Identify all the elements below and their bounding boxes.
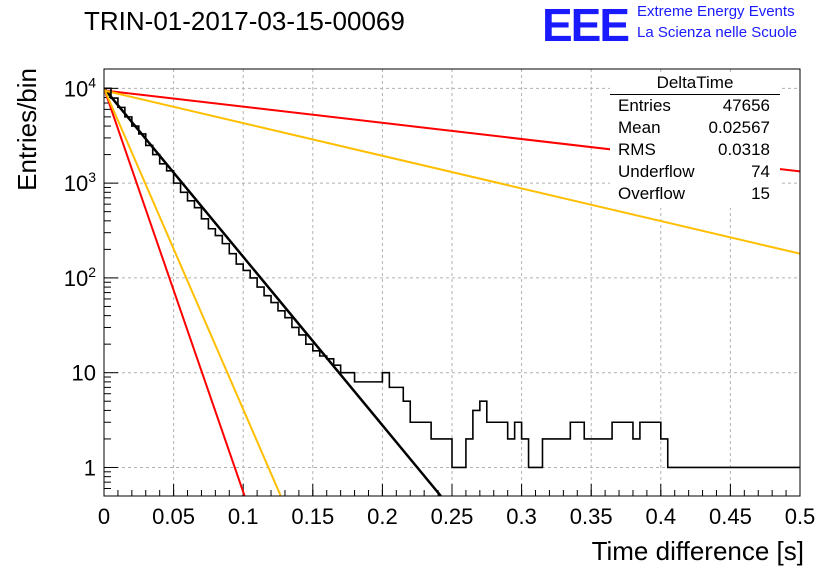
x-tick-label: 0 — [98, 504, 110, 529]
eee-logo: EEE — [542, 0, 630, 51]
stats-value: 0.0318 — [718, 140, 770, 159]
logo-line-2: La Scienza nelle Scuole — [637, 24, 798, 41]
stats-row: Mean 0.02567 — [610, 117, 780, 139]
x-tick-label: 0.4 — [646, 504, 677, 529]
x-tick-labels: 0 0.05 0.1 0.15 0.2 0.25 0.3 0.35 0.4 0.45 0.5 — [98, 504, 815, 529]
plot-frame — [103, 68, 801, 497]
x-axis-label: Time difference [s] — [592, 536, 804, 566]
stats-value: 47656 — [722, 96, 770, 115]
y-tick-label: 10 — [72, 361, 96, 386]
stats-row: RMS 0.0318 — [610, 139, 780, 161]
stats-title: DeltaTime — [610, 72, 780, 95]
stats-box: DeltaTime Entries 47656 Mean 0.02567 RMS 0.… — [610, 72, 780, 208]
x-tick-label: 0.5 — [785, 504, 816, 529]
fit-line — [104, 87, 442, 496]
x-tick-label: 0.35 — [570, 504, 613, 529]
fit-line — [104, 88, 246, 496]
chart-title: TRIN-01-2017-03-15-00069 — [84, 6, 405, 36]
y-tick-label: 103 — [64, 169, 96, 196]
stats-value: 0.02567 — [708, 118, 770, 137]
y-tick-labels: 1 10 102 103 104 — [64, 74, 96, 480]
y-tick-label: 1 — [84, 455, 96, 480]
fit-line — [104, 89, 800, 255]
x-tick-label: 0.05 — [152, 504, 195, 529]
stats-row: Entries 47656 — [610, 95, 780, 117]
histogram-steps — [104, 87, 800, 469]
stats-label: Overflow — [618, 184, 686, 203]
stats-label: Mean — [618, 118, 661, 137]
stats-label: Underflow — [618, 162, 695, 181]
x-tick-label: 0.25 — [431, 504, 474, 529]
y-axis-label: Entries/bin — [12, 68, 42, 191]
fit-line — [104, 87, 282, 496]
plot-area — [104, 87, 800, 496]
logo-line-1: Extreme Energy Events — [637, 3, 795, 20]
stats-row: Overflow 15 — [610, 183, 780, 205]
x-tick-label: 0.15 — [291, 504, 334, 529]
x-tick-label: 0.2 — [367, 504, 398, 529]
stats-label: Entries — [618, 96, 671, 115]
stats-value: 74 — [751, 162, 770, 181]
y-tick-label: 104 — [64, 74, 96, 101]
x-tick-label: 0.45 — [709, 504, 752, 529]
stats-value: 15 — [751, 184, 770, 203]
x-tick-label: 0.1 — [228, 504, 259, 529]
y-tick-label: 102 — [64, 264, 96, 291]
stats-row: Underflow 74 — [610, 161, 780, 183]
stats-label: RMS — [618, 140, 656, 159]
plot-content — [104, 87, 800, 496]
x-tick-label: 0.3 — [506, 504, 537, 529]
